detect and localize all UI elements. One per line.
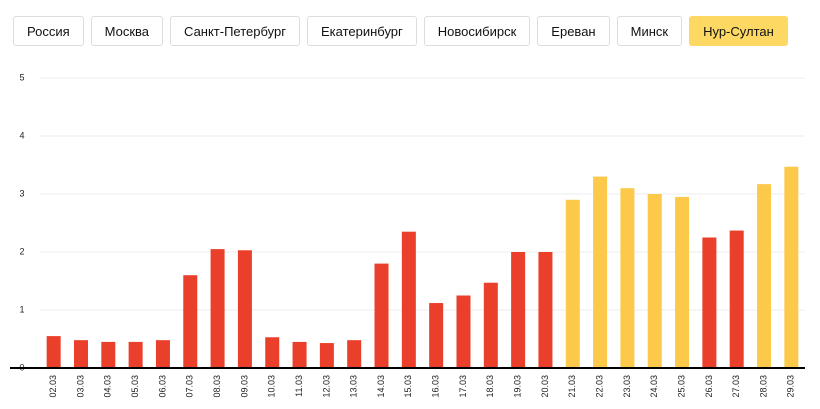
- city-tab[interactable]: Ереван: [537, 16, 610, 46]
- bar: [401, 231, 416, 368]
- y-tick-label: 4: [19, 130, 24, 140]
- x-tick-label: 18.03: [485, 375, 495, 398]
- bar: [73, 340, 88, 368]
- bar: [675, 196, 690, 368]
- city-tab[interactable]: Нур-Султан: [689, 16, 788, 46]
- x-tick-label: 10.03: [267, 375, 277, 398]
- bar: [155, 340, 170, 368]
- x-tick-label: 28.03: [758, 375, 768, 398]
- city-tab[interactable]: Россия: [13, 16, 84, 46]
- x-tick-label: 27.03: [731, 375, 741, 398]
- bar: [784, 166, 799, 368]
- x-tick-label: 08.03: [212, 375, 222, 398]
- bar: [237, 250, 252, 368]
- x-tick-label: 14.03: [376, 375, 386, 398]
- city-tab[interactable]: Москва: [90, 16, 164, 46]
- city-tab[interactable]: Санкт-Петербург: [170, 16, 300, 46]
- x-tick-label: 05.03: [130, 375, 140, 398]
- bar: [429, 303, 444, 368]
- x-tick-label: 13.03: [349, 375, 359, 398]
- x-tick-label: 02.03: [48, 375, 58, 398]
- x-tick-label: 09.03: [239, 375, 249, 398]
- bar: [128, 341, 143, 368]
- bar: [757, 184, 772, 368]
- x-tick-label: 20.03: [540, 375, 550, 398]
- x-tick-label: 29.03: [786, 375, 796, 398]
- y-tick-label: 1: [19, 304, 24, 314]
- x-tick-label: 16.03: [431, 375, 441, 398]
- bar: [374, 263, 389, 368]
- x-tick-label: 21.03: [567, 375, 577, 398]
- bar: [538, 252, 553, 368]
- bar: [729, 230, 744, 368]
- city-tab[interactable]: Новосибирск: [423, 16, 531, 46]
- bar: [647, 194, 662, 368]
- bar: [702, 237, 717, 368]
- bar: [593, 176, 608, 368]
- x-tick-label: 19.03: [513, 375, 523, 398]
- x-tick-label: 25.03: [676, 375, 686, 398]
- x-tick-label: 04.03: [103, 375, 113, 398]
- bar: [183, 275, 198, 368]
- city-tab[interactable]: Минск: [616, 16, 683, 46]
- bar: [347, 340, 362, 368]
- tab-bar: Россия Москва Санкт-Петербург Екатеринбург Н…: [13, 16, 788, 46]
- city-tab[interactable]: Екатеринбург: [307, 16, 417, 46]
- bar: [565, 199, 580, 368]
- x-tick-label: 24.03: [649, 375, 659, 398]
- bar: [511, 252, 526, 368]
- bar: [319, 343, 334, 368]
- x-tick-label: 22.03: [594, 375, 604, 398]
- x-tick-label: 17.03: [458, 375, 468, 398]
- x-tick-label: 12.03: [321, 375, 331, 398]
- x-tick-label: 11.03: [294, 375, 304, 397]
- bar: [265, 337, 280, 368]
- bar: [620, 188, 635, 368]
- bar: [483, 282, 498, 368]
- bar: [292, 341, 307, 368]
- bar: [210, 249, 225, 368]
- y-tick-label: 3: [19, 188, 24, 198]
- y-tick-label: 5: [19, 72, 24, 82]
- bar: [101, 341, 116, 368]
- x-tick-label: 26.03: [704, 375, 714, 398]
- x-tick-label: 07.03: [185, 375, 195, 398]
- y-tick-label: 2: [19, 246, 24, 256]
- x-tick-label: 03.03: [75, 375, 85, 398]
- bar: [456, 295, 471, 368]
- bar: [46, 336, 61, 368]
- x-tick-label: 23.03: [622, 375, 632, 398]
- x-tick-label: 15.03: [403, 375, 413, 398]
- x-tick-label: 06.03: [157, 375, 167, 398]
